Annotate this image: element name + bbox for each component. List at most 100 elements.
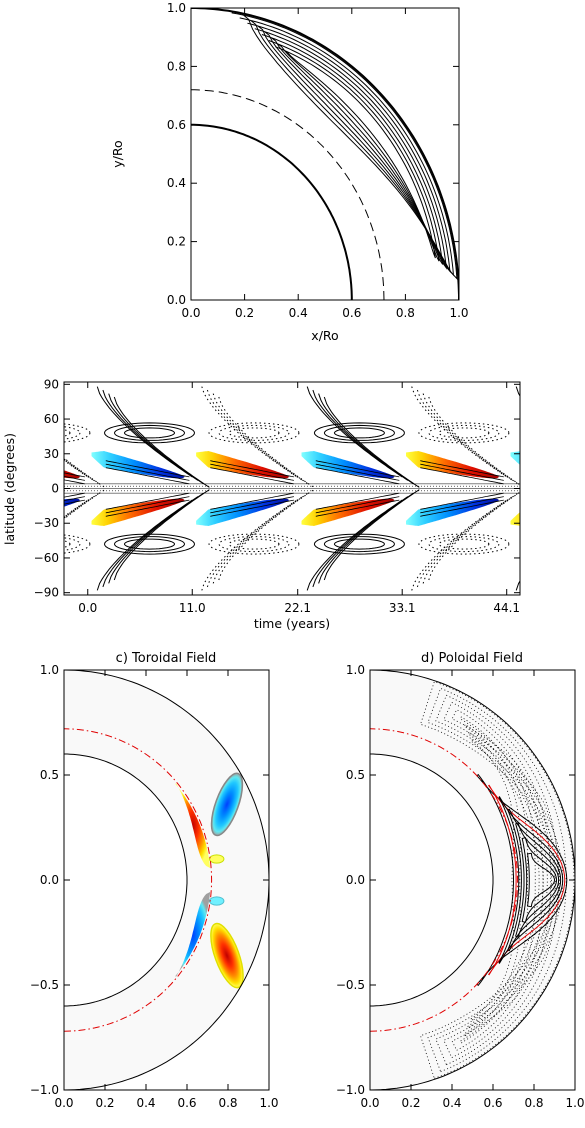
- panel-b-poloidal-contour: [516, 500, 585, 590]
- panel-c-xtick-label: 0.2: [95, 1096, 114, 1110]
- panel-a-xtick-label: 0.2: [235, 306, 254, 320]
- panel-a-xtick-label: 1.0: [449, 306, 468, 320]
- panel-d-poloidal: d) Poloidal Field 0.0 0.2 0.4 0.6 0.8 1.0 1.0 0…: [336, 651, 585, 1110]
- panel-a-tachocline: [191, 90, 384, 300]
- panel-d-ytick-label: 1.0: [346, 663, 365, 677]
- panel-b-poloidal-contour: [522, 497, 585, 587]
- panel-b-overlay-contour: [525, 461, 585, 477]
- panel-b-poloidal-contour: [522, 390, 585, 480]
- panel-d-ytick-label: −1.0: [336, 1083, 365, 1097]
- panel-d-ytick-label: 0.5: [346, 768, 365, 782]
- panel-d-plot-area: [370, 670, 575, 1090]
- panel-a-outer-boundary: [191, 8, 459, 300]
- panel-c-wing-positive: [210, 855, 224, 863]
- panel-b-poloidal-contour: [528, 493, 585, 583]
- panel-a-ytick-label: 0.0: [167, 293, 186, 307]
- panel-d-ytick-label: 0.0: [346, 873, 365, 887]
- panel-b-ylabel: latitude (degrees): [2, 433, 17, 545]
- panel-b-butterfly: 0.0 11.0 22.1 33.1 44.1 90 60 30 0 −30 −60 −90 time…: [0, 377, 585, 631]
- panel-d-xtick-label: 0.0: [360, 1096, 379, 1110]
- panel-c-xtick-label: 0.6: [177, 1096, 196, 1110]
- panel-d-xtick-label: 0.4: [442, 1096, 461, 1110]
- panel-a-streamline: [275, 47, 435, 258]
- panel-b-poloidal-contour: [4, 394, 99, 484]
- panel-b-ytick-label: 60: [44, 412, 59, 426]
- panel-d-xtick-label: 0.8: [524, 1096, 543, 1110]
- panel-b-xtick-label: 11.0: [179, 601, 206, 615]
- panel-c-ytick-label: 1.0: [40, 663, 59, 677]
- panel-b-xtick-label: 0.0: [78, 601, 97, 615]
- panel-b-poloidal-contour: [544, 428, 585, 438]
- panel-b-poloidal-contour: [10, 397, 105, 487]
- panel-c-ytick-label: 0.5: [40, 768, 59, 782]
- panel-a-frame: [191, 8, 459, 300]
- panel-d-ytick-label: −0.5: [336, 978, 365, 992]
- panel-d-xtick-label: 0.2: [401, 1096, 420, 1110]
- panel-b-poloidal-contour: [439, 539, 489, 549]
- panel-a-circulation: 0.0 0.2 0.4 0.6 0.8 1.0 0.0 0.2 0.4 0.6 0.8 1.0 x/R…: [110, 1, 469, 343]
- panel-a-ytick-label: 0.2: [167, 235, 186, 249]
- panel-b-poloidal-contour: [20, 539, 70, 549]
- panel-b-poloidal-contour: [524, 534, 585, 554]
- panel-b-poloidal-contour: [524, 423, 585, 443]
- panel-b-overlay-contour: [525, 464, 585, 480]
- panel-c-xtick-label: 0.8: [218, 1096, 237, 1110]
- panel-a-ytick-label: 0.6: [167, 118, 186, 132]
- panel-a-xtick-label: 0.0: [181, 306, 200, 320]
- panel-b-overlay-contour: [525, 468, 585, 484]
- panel-a-xtick-label: 0.6: [342, 306, 361, 320]
- panel-b-ytick-label: 30: [44, 447, 59, 461]
- panel-a-ytick-label: 0.4: [167, 176, 186, 190]
- panel-a-ytick-label: 1.0: [167, 1, 186, 15]
- panel-b-poloidal-contour: [534, 537, 585, 552]
- panel-b-overlay-contour: [525, 497, 585, 513]
- panel-c-xtick-label: 0.0: [54, 1096, 73, 1110]
- panel-b-ytick-label: −90: [34, 586, 59, 600]
- panel-b-overlay-contour: [525, 493, 585, 509]
- panel-b-poloidal-contour: [4, 493, 99, 583]
- panel-c-toroidal: c) Toroidal Field 0.0 0.2 0.4 0.6 0.8 1.0 1.0 0…: [30, 651, 279, 1110]
- panel-b-poloidal-contour: [229, 539, 279, 549]
- panel-c-title: c) Toroidal Field: [116, 651, 217, 666]
- panel-d-title: d) Poloidal Field: [421, 651, 523, 666]
- panel-a-ylabel: y/Ro: [110, 140, 125, 167]
- panel-b-poloidal-contour: [544, 539, 585, 549]
- panel-b-overlay-contour: [525, 500, 585, 516]
- panel-b-poloidal-contour: [528, 394, 585, 484]
- panel-a-plot-area: [191, 8, 459, 300]
- panel-b-xtick-label: 44.1: [493, 601, 520, 615]
- panel-a-xtick-label: 0.4: [289, 306, 308, 320]
- panel-d-xtick-label: 1.0: [565, 1096, 584, 1110]
- panel-b-xtick-label: 22.1: [284, 601, 311, 615]
- panel-b-poloidal-contour: [516, 387, 585, 477]
- panel-c-plot-area: [64, 670, 269, 1090]
- panel-b-poloidal-contour: [533, 490, 585, 580]
- panel-a-xtick-label: 0.8: [396, 306, 415, 320]
- panel-a-streamline: [269, 41, 439, 262]
- panel-c-xtick-label: 1.0: [259, 1096, 278, 1110]
- panel-a-xlabel: x/Ro: [311, 328, 338, 343]
- panel-b-xlabel: time (years): [254, 616, 330, 631]
- panel-b-poloidal-contour: [534, 425, 585, 440]
- panel-b-poloidal-contour: [20, 428, 70, 438]
- panel-d-xtick-label: 0.6: [483, 1096, 502, 1110]
- panel-b-poloidal-contour: [229, 428, 279, 438]
- panel-c-xtick-label: 0.4: [136, 1096, 155, 1110]
- panel-b-toroidal-lobe: [511, 451, 585, 478]
- panel-b-ytick-label: 90: [44, 377, 59, 391]
- panel-b-xtick-label: 33.1: [389, 601, 416, 615]
- panel-b-poloidal-contour: [439, 428, 489, 438]
- panel-a-ytick-label: 0.8: [167, 59, 186, 73]
- panel-b-poloidal-contour: [10, 490, 105, 580]
- panel-c-ytick-label: −1.0: [30, 1083, 59, 1097]
- panel-b-ytick-label: 0: [51, 482, 59, 496]
- panel-c-ytick-label: 0.0: [40, 873, 59, 887]
- panel-b-ytick-label: −60: [34, 551, 59, 565]
- panel-b-poloidal-contour: [533, 397, 585, 487]
- panel-b-ytick-label: −30: [34, 516, 59, 530]
- panel-b-plot-area: [0, 387, 585, 591]
- panel-c-wing-negative: [210, 897, 224, 905]
- panel-c-ytick-label: −0.5: [30, 978, 59, 992]
- panel-b-toroidal-lobe: [511, 499, 585, 526]
